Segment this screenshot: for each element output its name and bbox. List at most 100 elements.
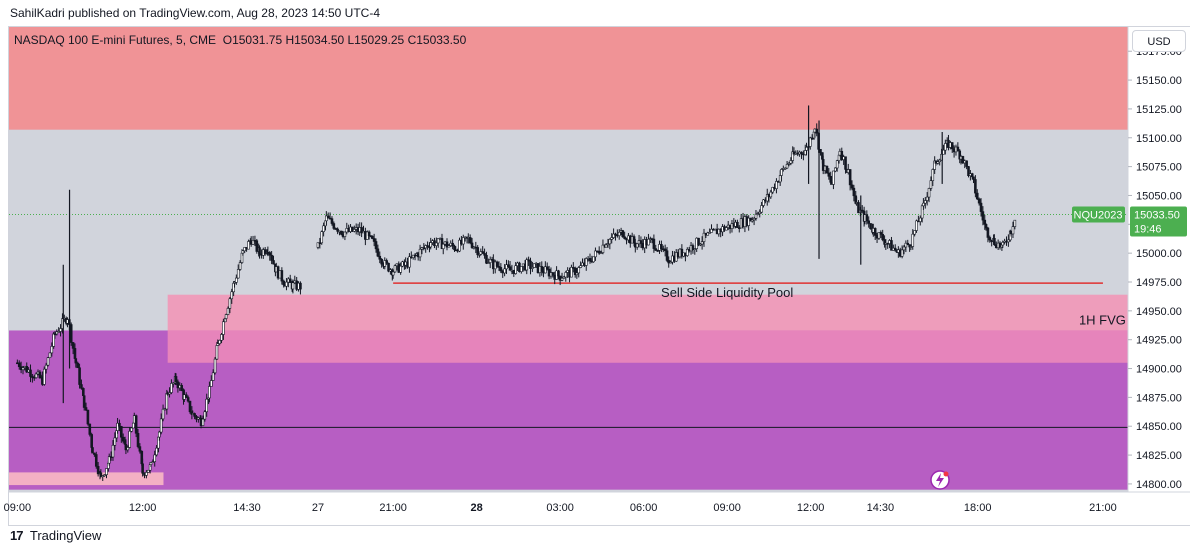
candle-body bbox=[1011, 226, 1015, 235]
candle-body bbox=[53, 333, 57, 336]
candle-body bbox=[832, 170, 835, 185]
candle-body bbox=[86, 409, 90, 425]
candle-body bbox=[800, 151, 803, 155]
candle-body bbox=[255, 240, 259, 252]
candle-body bbox=[186, 397, 190, 402]
candle-body bbox=[247, 241, 250, 250]
candle-body bbox=[468, 237, 472, 244]
candle-body bbox=[497, 266, 501, 268]
candle-body bbox=[230, 291, 234, 300]
candle-body bbox=[285, 281, 288, 287]
candle-body bbox=[251, 240, 255, 245]
candle-body bbox=[551, 272, 555, 276]
currency-button[interactable]: USD bbox=[1132, 30, 1186, 52]
candle-body bbox=[136, 432, 140, 447]
lightning-icon[interactable] bbox=[930, 470, 950, 490]
candle-body bbox=[487, 262, 490, 264]
candle-body bbox=[374, 241, 378, 250]
candle-body bbox=[938, 159, 941, 163]
candle-body bbox=[159, 418, 163, 433]
candle-body bbox=[754, 213, 758, 219]
candle-body bbox=[614, 233, 617, 236]
candle-body bbox=[821, 159, 825, 171]
candle-body bbox=[902, 246, 906, 251]
candle-body bbox=[601, 244, 605, 253]
candle-body bbox=[291, 282, 295, 290]
candle-body bbox=[332, 223, 336, 229]
candle-body bbox=[570, 267, 573, 278]
candle-body bbox=[608, 239, 612, 245]
y-tick-label: 15050.00 bbox=[1136, 190, 1182, 202]
candle-body bbox=[925, 196, 929, 201]
candle-body bbox=[765, 194, 769, 202]
candle-body bbox=[280, 270, 284, 282]
candle-body bbox=[188, 400, 192, 413]
candle-body bbox=[762, 199, 765, 206]
candle-body bbox=[458, 239, 461, 252]
candle-body bbox=[909, 246, 913, 248]
candle-body bbox=[827, 172, 831, 177]
candle-body bbox=[936, 161, 940, 164]
candle-body bbox=[318, 242, 322, 245]
candle-body bbox=[74, 358, 78, 364]
candle-body bbox=[29, 369, 32, 377]
candle-body bbox=[52, 333, 55, 347]
candle-body bbox=[146, 469, 150, 473]
candle-body bbox=[610, 237, 614, 240]
x-tick-label: 06:00 bbox=[630, 502, 658, 514]
candle-body bbox=[211, 372, 215, 381]
candle-body bbox=[532, 263, 536, 268]
candle-body bbox=[380, 258, 383, 265]
candle-body bbox=[752, 218, 756, 221]
candle-body bbox=[612, 233, 615, 238]
candle-body bbox=[922, 202, 925, 207]
candle-body bbox=[488, 259, 492, 263]
candle-body bbox=[639, 240, 643, 244]
candle-body bbox=[46, 357, 50, 366]
candle-body bbox=[974, 179, 977, 194]
candle-body bbox=[435, 242, 438, 247]
candle-body bbox=[220, 334, 223, 341]
candle-body bbox=[778, 175, 782, 183]
candle-body bbox=[228, 298, 232, 309]
candle-body bbox=[209, 380, 213, 387]
candle-body bbox=[170, 383, 173, 393]
candle-body bbox=[656, 250, 659, 252]
candle-body bbox=[562, 276, 566, 279]
candle-body bbox=[808, 137, 812, 147]
time-axis[interactable] bbox=[9, 492, 1190, 525]
candle-body bbox=[1001, 242, 1005, 246]
candle-body bbox=[665, 250, 669, 261]
candle-body bbox=[288, 278, 292, 283]
candle-body bbox=[82, 388, 85, 396]
candle-body bbox=[413, 254, 417, 257]
candle-body bbox=[911, 233, 915, 247]
candle-body bbox=[592, 256, 595, 263]
candle-body bbox=[447, 245, 451, 248]
candle-body bbox=[149, 462, 153, 465]
countdown-label: 19:46 bbox=[1134, 224, 1162, 236]
candle-body bbox=[163, 408, 167, 411]
price-axis-ticks: 15175.0015150.0015125.0015100.0015075.00… bbox=[1128, 46, 1182, 491]
candle-body bbox=[906, 242, 910, 245]
candle-body bbox=[213, 358, 217, 374]
candle-body bbox=[73, 348, 77, 359]
y-tick-label: 14850.00 bbox=[1136, 421, 1182, 433]
lines-layer bbox=[9, 214, 1128, 428]
candle-body bbox=[923, 200, 927, 204]
y-tick-label: 14875.00 bbox=[1136, 392, 1182, 404]
candle-body bbox=[205, 398, 209, 413]
y-tick-label: 14900.00 bbox=[1136, 364, 1182, 376]
x-tick-label: 12:00 bbox=[129, 502, 157, 514]
symbol-legend[interactable]: NASDAQ 100 E-mini Futures, 5, CME O15031… bbox=[14, 33, 466, 47]
candle-body bbox=[810, 137, 814, 140]
candle-body bbox=[48, 352, 52, 359]
tradingview-logo-icon: 17 bbox=[10, 528, 24, 543]
candle-body bbox=[606, 243, 610, 246]
price-axis[interactable] bbox=[1128, 27, 1190, 492]
candle-body bbox=[710, 228, 713, 233]
y-tick-label: 15100.00 bbox=[1136, 133, 1182, 145]
candle-body bbox=[584, 258, 588, 266]
candle-body bbox=[299, 282, 302, 290]
